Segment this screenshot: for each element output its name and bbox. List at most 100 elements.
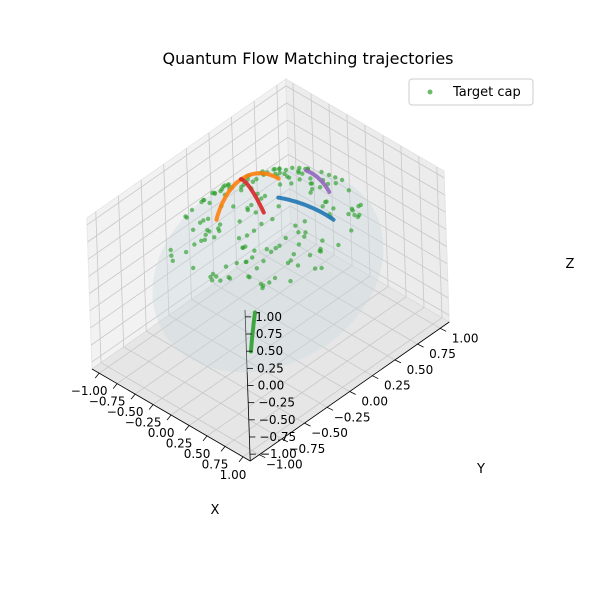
y-tick [304, 422, 311, 427]
target-cap-point [333, 175, 338, 180]
grid-line-y [231, 116, 396, 361]
target-cap-layer [168, 165, 363, 291]
target-cap-point [192, 242, 197, 247]
grid-line-y [185, 148, 350, 392]
x-tick [112, 383, 118, 389]
y-tick [349, 391, 356, 395]
grid-line-y [163, 164, 328, 408]
target-cap-point [202, 237, 208, 242]
target-cap-point [277, 182, 283, 187]
x-tick-label: −0.75 [89, 395, 126, 409]
y-tick [417, 343, 424, 348]
grid-line-y [140, 180, 305, 424]
trajectory-layer [214, 168, 336, 354]
sphere-layer [152, 167, 384, 373]
target-cap-point [300, 171, 305, 176]
target-cap-point [290, 165, 295, 170]
target-cap-point [234, 260, 239, 266]
target-cap-point [244, 233, 250, 238]
grid-line-z [90, 205, 449, 346]
target-cap-point [317, 248, 322, 254]
trajectory-5 [304, 168, 332, 194]
grid-line-y [253, 101, 418, 345]
z-tick-label: 0.00 [258, 379, 285, 393]
target-cap-point [319, 169, 324, 175]
y-tick [326, 406, 334, 411]
target-cap-point [264, 247, 269, 252]
target-cap-point [288, 278, 293, 284]
target-cap-point [267, 280, 272, 285]
target-cap-point [339, 177, 345, 183]
z-tick-label: 0.50 [256, 344, 283, 358]
target-cap-point [310, 186, 315, 192]
target-cap-point [291, 252, 296, 257]
legend: Target cap [408, 78, 534, 106]
z-tick-label: 1.00 [255, 310, 282, 324]
z-tick-label: −0.75 [259, 430, 296, 444]
target-cap-point [190, 227, 196, 232]
x-tick-label: 1.00 [220, 468, 247, 482]
x-tick [166, 414, 172, 421]
target-cap-point [308, 190, 313, 195]
target-cap-point [273, 245, 278, 251]
target-cap-point [210, 190, 215, 196]
target-cap-point [183, 249, 189, 255]
z-axis-label: Z [566, 257, 575, 272]
target-cap-point [285, 260, 291, 266]
x-tick [148, 404, 154, 410]
grid-line-z [90, 188, 449, 329]
grid-line-y [118, 195, 283, 440]
x-tick-label: 0.00 [148, 426, 175, 440]
target-cap-point [243, 244, 248, 249]
target-cap-point [331, 206, 336, 211]
z-tick-label: 0.75 [256, 327, 283, 341]
target-cap-point [355, 214, 361, 220]
grid-line-x [224, 156, 425, 447]
target-cap-point [210, 271, 216, 277]
y-tick-label: −1.00 [266, 458, 303, 472]
target-cap-point [296, 230, 301, 235]
y-tick [372, 375, 379, 380]
target-cap-point [312, 266, 318, 271]
x-tick [184, 425, 190, 431]
target-cap-point [231, 204, 236, 209]
target-cap-point [277, 243, 282, 248]
grid-line-x [206, 145, 407, 437]
target-cap-point [324, 199, 329, 204]
target-cap-point [237, 219, 242, 224]
target-cap-point [349, 206, 355, 211]
target-cap-point [270, 216, 275, 222]
grid-line-y [276, 85, 441, 329]
y-tick [394, 359, 402, 364]
target-cap-point [207, 229, 212, 234]
target-cap-point [218, 188, 223, 194]
target-cap-point [209, 278, 215, 283]
target-cap-point [260, 285, 265, 291]
target-cap-point [252, 248, 257, 253]
target-cap-point [283, 167, 289, 173]
y-axis-label: Y [476, 462, 485, 477]
target-cap-point [207, 200, 212, 206]
grid-line-z [89, 171, 448, 312]
target-cap-point [254, 266, 259, 271]
legend-box [408, 78, 534, 106]
target-cap-point [168, 247, 173, 253]
target-cap-point [297, 177, 302, 182]
target-cap-point [289, 181, 294, 186]
x-tick-label: 0.50 [184, 447, 211, 461]
target-cap-point [201, 218, 206, 223]
target-cap-point [295, 263, 301, 268]
target-cap-point [262, 193, 268, 199]
grid-line-x [170, 124, 371, 416]
x-tick [220, 446, 226, 452]
target-cap-point [203, 232, 208, 237]
x-tick-label: −0.25 [125, 416, 162, 430]
grid-line-x [152, 114, 353, 405]
grid-line-z [87, 102, 446, 243]
target-cap-point [254, 177, 259, 182]
y-tick-label: −0.25 [334, 410, 371, 424]
target-cap-point [284, 174, 290, 179]
target-cap-point [259, 221, 264, 227]
target-cap-point [189, 207, 195, 213]
